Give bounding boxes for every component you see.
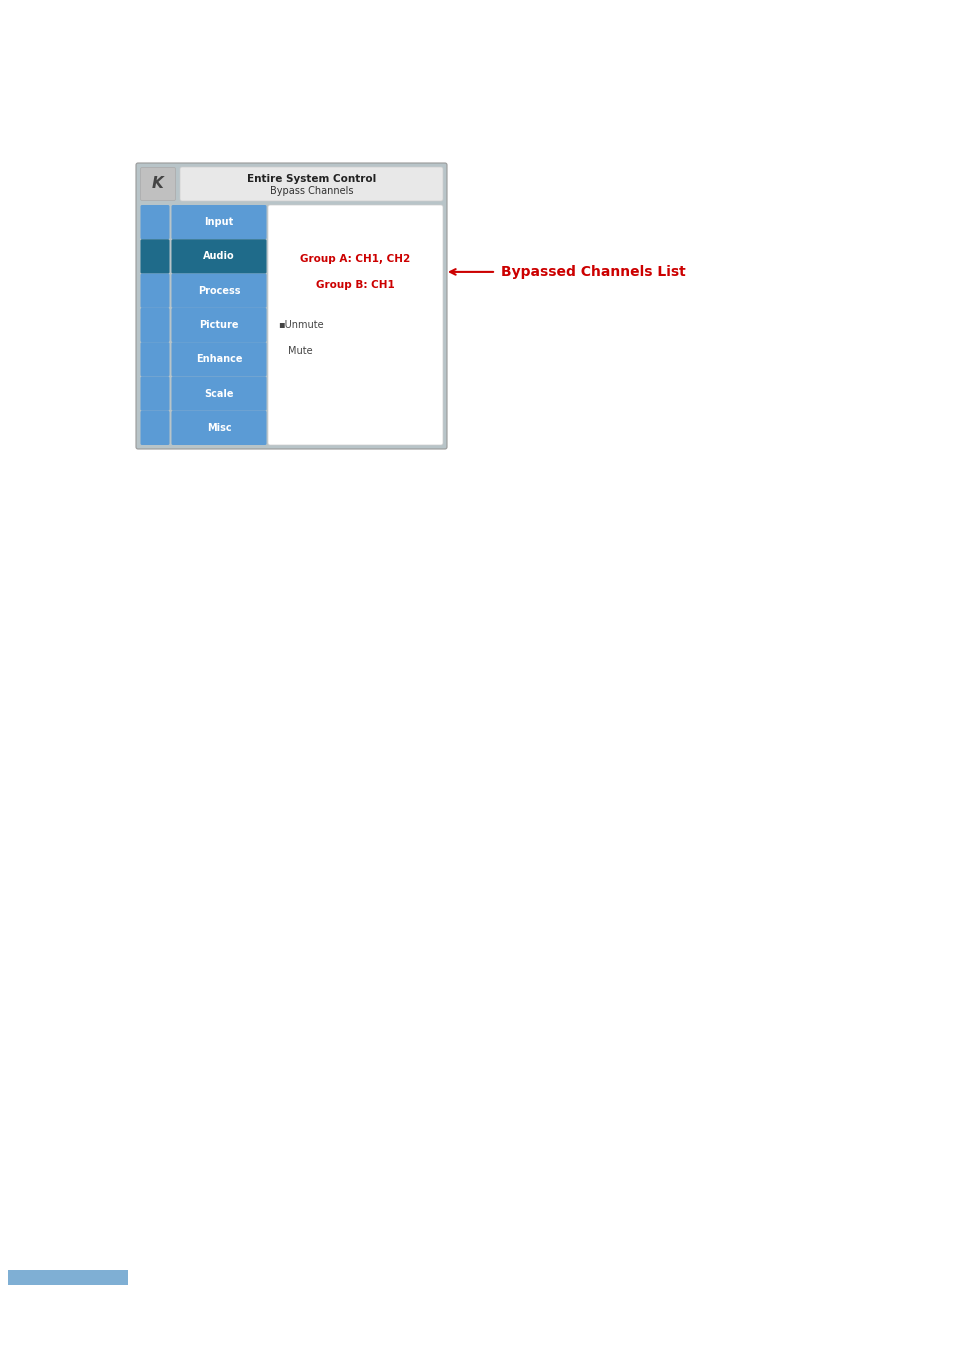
FancyBboxPatch shape: [172, 376, 266, 410]
Text: ▪Unmute: ▪Unmute: [277, 320, 323, 330]
FancyBboxPatch shape: [172, 343, 266, 376]
FancyBboxPatch shape: [172, 410, 266, 445]
FancyBboxPatch shape: [180, 167, 442, 200]
FancyBboxPatch shape: [172, 204, 266, 240]
FancyBboxPatch shape: [140, 343, 170, 376]
Text: Group A: CH1, CH2: Group A: CH1, CH2: [300, 255, 410, 264]
FancyBboxPatch shape: [140, 410, 170, 445]
Text: Bypassed Channels List: Bypassed Channels List: [500, 265, 685, 279]
Text: Group B: CH1: Group B: CH1: [315, 280, 395, 290]
FancyBboxPatch shape: [140, 240, 170, 274]
FancyBboxPatch shape: [140, 168, 175, 200]
Text: Audio: Audio: [203, 252, 234, 261]
FancyBboxPatch shape: [136, 162, 447, 450]
FancyBboxPatch shape: [172, 274, 266, 307]
Text: Bypass Channels: Bypass Channels: [270, 185, 353, 195]
FancyBboxPatch shape: [140, 376, 170, 410]
FancyBboxPatch shape: [268, 204, 442, 445]
Text: Scale: Scale: [204, 389, 233, 398]
FancyBboxPatch shape: [172, 307, 266, 343]
FancyBboxPatch shape: [140, 274, 170, 307]
FancyBboxPatch shape: [172, 240, 266, 274]
FancyBboxPatch shape: [140, 204, 170, 240]
FancyBboxPatch shape: [140, 307, 170, 343]
Text: Entire System Control: Entire System Control: [247, 175, 375, 184]
Text: Input: Input: [204, 217, 233, 227]
FancyBboxPatch shape: [8, 1270, 128, 1285]
Text: Mute: Mute: [288, 347, 313, 356]
Text: Misc: Misc: [207, 422, 231, 433]
Text: Picture: Picture: [199, 320, 238, 330]
Text: K: K: [152, 176, 164, 191]
Text: Enhance: Enhance: [195, 355, 242, 364]
Text: Process: Process: [197, 286, 240, 295]
